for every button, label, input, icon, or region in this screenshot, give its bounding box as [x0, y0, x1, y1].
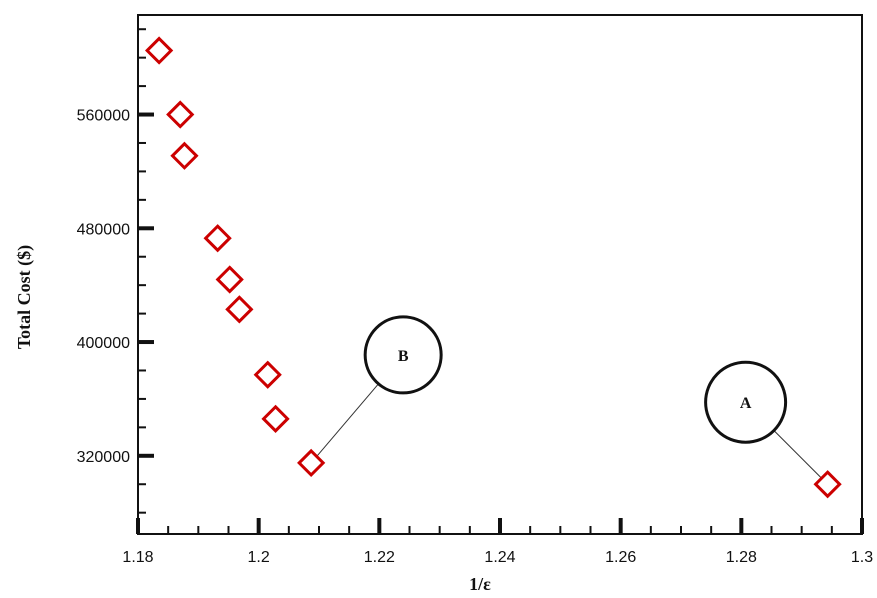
y-tick-label: 560000 [77, 108, 130, 125]
data-point [203, 224, 232, 253]
data-point [225, 295, 254, 324]
x-tick-label: 1.3 [851, 549, 873, 566]
y-axis-title: Total Cost ($) [14, 245, 35, 349]
callout-leader-a [773, 430, 828, 485]
data-point [166, 100, 195, 129]
callout-circle-a [704, 360, 788, 444]
callouts: BA [310, 315, 828, 485]
callout-leader-b [310, 383, 379, 464]
data-point [170, 141, 199, 170]
x-tick-label: 1.22 [364, 549, 395, 566]
x-tick-label: 1.18 [122, 549, 153, 566]
callout-label-a: A [740, 395, 752, 412]
x-tick-label: 1.26 [605, 549, 636, 566]
y-tick-labels: 320000 400000 480000 560000 [77, 108, 130, 466]
x-tick-label: 1.28 [726, 549, 757, 566]
data-point [813, 470, 842, 499]
callout-circle-b [363, 315, 443, 395]
data-point [215, 265, 244, 294]
data-point [261, 404, 290, 433]
callout-label-b: B [398, 348, 409, 365]
data-point [253, 360, 282, 389]
x-tick-label: 1.2 [248, 549, 270, 566]
data-point [297, 448, 326, 478]
y-tick-label: 400000 [77, 335, 130, 352]
y-tick-label: 480000 [77, 221, 130, 238]
x-tick-label: 1.24 [484, 549, 515, 566]
x-axis-title: 1/ε [469, 574, 491, 594]
y-tick-label: 320000 [77, 449, 130, 466]
data-point [144, 36, 174, 65]
axes [136, 14, 864, 535]
x-tick-labels: 1.18 1.2 1.22 1.24 1.26 1.28 1.3 [122, 549, 873, 566]
plot-frame [137, 14, 863, 535]
data-points [144, 36, 842, 499]
